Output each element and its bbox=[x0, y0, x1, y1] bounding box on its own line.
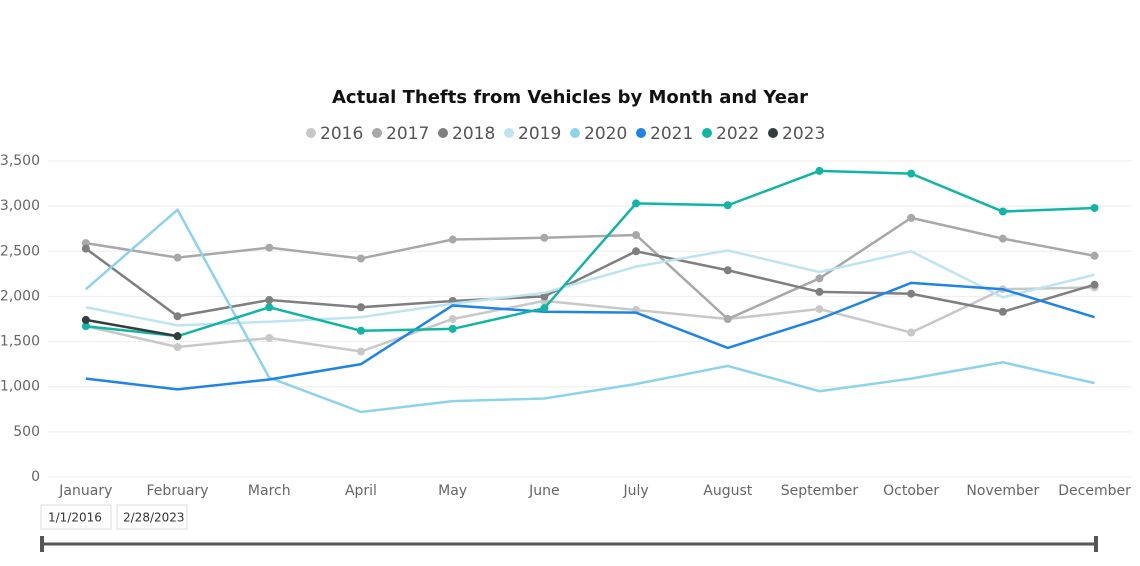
series-marker bbox=[356, 347, 365, 356]
series-marker bbox=[632, 199, 641, 208]
y-tick-label: 2,000 bbox=[0, 288, 40, 304]
slicer-start-box[interactable] bbox=[40, 504, 112, 530]
slicer[interactable]: 1/1/2016 2/28/2023 bbox=[40, 504, 1098, 552]
series-marker bbox=[265, 303, 274, 312]
legend-label: 2023 bbox=[782, 124, 825, 144]
series-marker bbox=[907, 289, 916, 298]
legend-marker bbox=[306, 128, 316, 138]
chart-title: Actual Thefts from Vehicles by Month and… bbox=[332, 87, 808, 108]
series-marker bbox=[540, 292, 549, 301]
slicer-end-box[interactable] bbox=[116, 504, 188, 530]
x-tick-label: December bbox=[1058, 483, 1131, 499]
x-tick-label: March bbox=[248, 483, 291, 499]
series-marker bbox=[998, 207, 1007, 216]
y-tick-label: 0 bbox=[31, 469, 40, 485]
slider-handle[interactable] bbox=[40, 536, 44, 552]
x-tick-label: January bbox=[58, 483, 112, 499]
series-line bbox=[85, 318, 178, 338]
series-marker bbox=[907, 213, 916, 222]
series-marker bbox=[998, 234, 1007, 243]
series-marker bbox=[723, 315, 732, 323]
series-marker bbox=[265, 333, 274, 342]
legend-marker bbox=[372, 128, 382, 138]
x-tick-label: July bbox=[622, 483, 648, 499]
legend-label: 2017 bbox=[386, 124, 429, 144]
series-marker bbox=[815, 287, 824, 296]
series-line bbox=[85, 207, 1095, 414]
series-line bbox=[85, 281, 1095, 391]
series-marker bbox=[356, 326, 365, 335]
series-marker bbox=[632, 247, 641, 256]
y-tick-label: 1,000 bbox=[0, 379, 40, 395]
x-tick-label: February bbox=[147, 483, 209, 499]
series-marker bbox=[356, 303, 365, 312]
x-tick-label: May bbox=[438, 483, 467, 499]
legend-label: 2019 bbox=[518, 124, 561, 144]
x-tick-label: April bbox=[345, 483, 377, 499]
series-marker bbox=[448, 324, 457, 333]
series-marker bbox=[540, 304, 549, 313]
series-marker bbox=[723, 201, 732, 210]
x-tick-label: June bbox=[528, 483, 560, 499]
legend-marker bbox=[702, 128, 712, 138]
series-line bbox=[85, 247, 1095, 318]
series-marker bbox=[173, 312, 182, 321]
series-marker bbox=[81, 244, 90, 253]
series-marker bbox=[265, 296, 274, 305]
series-marker bbox=[907, 169, 916, 178]
series-marker bbox=[723, 266, 732, 275]
legend-label: 2020 bbox=[584, 124, 627, 144]
legend-marker bbox=[570, 128, 580, 138]
x-tick-label: September bbox=[781, 483, 859, 499]
legend-marker bbox=[504, 128, 514, 138]
series-marker bbox=[356, 254, 365, 263]
legend-label: 2021 bbox=[650, 124, 693, 144]
series-line bbox=[85, 169, 1095, 338]
series-marker bbox=[81, 322, 90, 331]
series-marker bbox=[173, 332, 182, 341]
y-tick-label: 2,500 bbox=[0, 243, 40, 259]
series-marker bbox=[173, 342, 182, 351]
legend-label: 2016 bbox=[320, 124, 363, 144]
slicer-end[interactable]: 2/28/2023 bbox=[123, 511, 185, 525]
slicer-start[interactable]: 1/1/2016 bbox=[48, 511, 102, 525]
y-tick-label: 1,500 bbox=[0, 334, 40, 350]
series-marker bbox=[632, 231, 641, 240]
series-marker bbox=[815, 305, 824, 314]
series-marker bbox=[540, 233, 549, 242]
slider-handle[interactable] bbox=[1094, 536, 1098, 552]
series-marker bbox=[265, 243, 274, 252]
x-tick-label: August bbox=[703, 483, 753, 499]
series-marker bbox=[815, 274, 824, 283]
series-marker bbox=[1090, 203, 1099, 212]
legend-marker bbox=[636, 128, 646, 138]
x-tick-label: October bbox=[883, 483, 939, 499]
series-marker bbox=[448, 235, 457, 244]
series-marker bbox=[173, 253, 182, 262]
legend-marker bbox=[768, 128, 778, 138]
legend-label: 2022 bbox=[716, 124, 759, 144]
series-marker bbox=[448, 315, 457, 323]
series-line bbox=[85, 286, 1095, 353]
x-tick-label: November bbox=[966, 483, 1039, 499]
y-tick-label: 500 bbox=[13, 424, 40, 440]
series-line bbox=[85, 249, 1095, 327]
series-line bbox=[85, 216, 1095, 321]
legend: 2016 2017 2018 2019 2020 2021 2022 2023 bbox=[306, 124, 825, 144]
legend-label: 2018 bbox=[452, 124, 495, 144]
series-marker bbox=[907, 328, 916, 337]
series-marker bbox=[1090, 251, 1099, 260]
series-marker bbox=[81, 315, 90, 324]
y-tick-label: 3,500 bbox=[0, 153, 40, 169]
series-marker bbox=[1090, 280, 1099, 289]
series-marker bbox=[998, 307, 1007, 316]
series-marker bbox=[815, 166, 824, 175]
legend-marker bbox=[438, 128, 448, 138]
y-tick-label: 3,000 bbox=[0, 198, 40, 214]
